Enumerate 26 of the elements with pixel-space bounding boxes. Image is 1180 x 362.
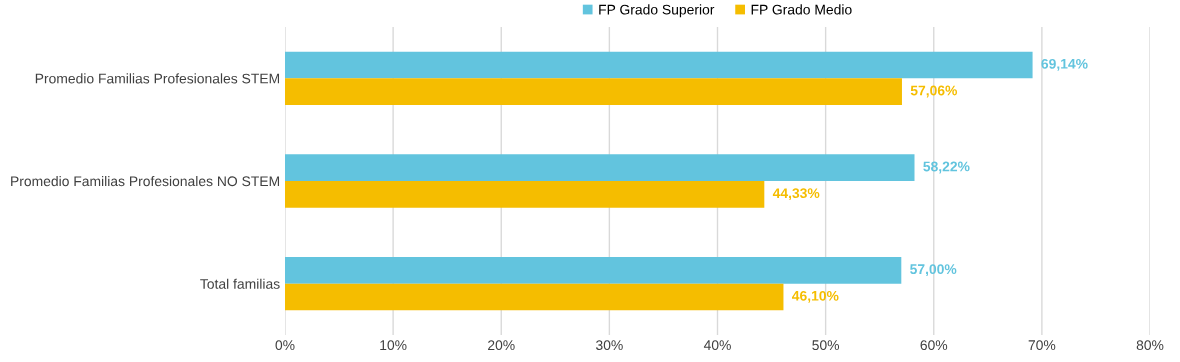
- x-tick-label: 10%: [380, 340, 407, 351]
- x-tick-label: 70%: [1028, 340, 1056, 351]
- bar: [285, 78, 902, 106]
- bar: [285, 283, 784, 311]
- legend-label: FP Grado Superior: [599, 4, 715, 18]
- data-label: 69,14%: [1041, 58, 1088, 71]
- data-label: 57,06%: [910, 85, 958, 98]
- x-tick-label: 0%: [275, 340, 295, 351]
- x-tick-label: 40%: [703, 340, 731, 351]
- bar: [285, 181, 765, 208]
- x-tick-label: 30%: [596, 340, 623, 351]
- data-label: 44,33%: [772, 188, 820, 201]
- x-tick-label: 50%: [812, 340, 840, 351]
- bar: [285, 51, 1033, 79]
- x-tick-label: 80%: [1136, 340, 1164, 351]
- data-label: 58,22%: [923, 161, 970, 174]
- data-label: 46,10%: [792, 290, 839, 303]
- bar: [285, 154, 915, 181]
- legend-label: FP Grado Medio: [751, 4, 852, 15]
- y-tick-label: Promedio Familias Profesionales NO STEM: [11, 175, 280, 187]
- x-tick-label: 60%: [920, 340, 948, 351]
- x-tick-label: 20%: [488, 340, 515, 351]
- data-label: 57,00%: [910, 264, 957, 277]
- y-tick-label: Promedio Familias Profesionales STEM: [35, 73, 280, 84]
- y-tick-label: Total familias: [200, 278, 280, 289]
- bar: [285, 256, 902, 284]
